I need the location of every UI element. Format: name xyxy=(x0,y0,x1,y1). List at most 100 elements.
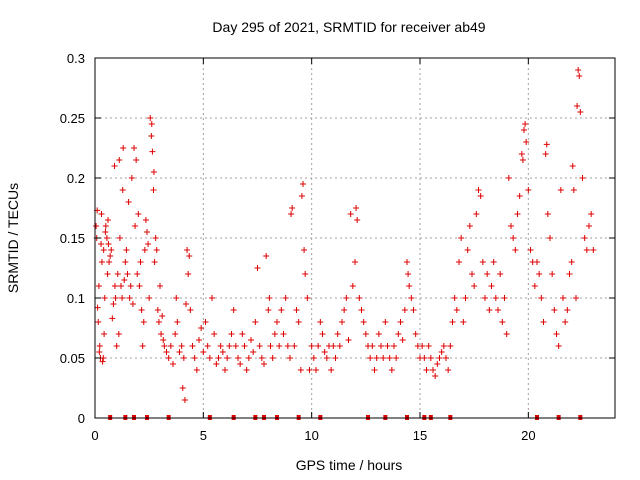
data-point xyxy=(160,337,167,343)
data-point xyxy=(354,217,361,223)
data-point xyxy=(119,295,126,301)
data-point xyxy=(151,259,158,265)
data-point xyxy=(153,247,160,253)
data-point xyxy=(112,295,119,301)
data-point xyxy=(451,295,458,301)
data-point xyxy=(96,349,103,355)
data-point xyxy=(531,283,538,289)
data-point xyxy=(135,211,142,217)
data-point xyxy=(98,259,105,265)
data-point xyxy=(395,331,402,337)
data-point xyxy=(104,271,111,277)
data-point xyxy=(406,283,413,289)
data-point xyxy=(321,349,328,355)
data-point xyxy=(367,355,374,361)
data-point xyxy=(538,295,545,301)
data-point xyxy=(471,283,478,289)
data-point xyxy=(96,343,103,349)
data-point xyxy=(269,355,276,361)
data-point xyxy=(544,211,551,217)
data-point xyxy=(189,343,196,349)
data-point xyxy=(488,283,495,289)
data-point xyxy=(258,355,265,361)
data-point xyxy=(128,175,135,181)
data-point xyxy=(453,307,460,313)
data-point xyxy=(297,367,304,373)
data-point xyxy=(353,205,360,211)
data-point xyxy=(107,253,114,259)
y-tick-label: 0.3 xyxy=(67,51,85,66)
data-point xyxy=(405,271,412,277)
data-point xyxy=(178,343,185,349)
data-point xyxy=(399,337,406,343)
y-tick-label: 0.25 xyxy=(60,111,85,126)
data-point xyxy=(122,259,129,265)
data-point xyxy=(93,223,100,229)
data-point xyxy=(516,193,523,199)
data-point xyxy=(256,343,263,349)
data-point xyxy=(551,307,558,313)
data-point xyxy=(115,331,122,337)
data-point xyxy=(146,295,153,301)
data-point xyxy=(187,307,194,313)
data-point xyxy=(134,271,141,277)
data-point xyxy=(120,145,127,151)
data-point xyxy=(298,193,305,199)
data-point xyxy=(108,247,115,253)
data-point xyxy=(358,307,365,313)
data-point xyxy=(300,181,306,187)
data-point xyxy=(362,331,369,337)
data-point xyxy=(349,283,356,289)
data-point xyxy=(138,307,145,313)
y-tick-label: 0.2 xyxy=(67,171,85,186)
data-point xyxy=(144,229,150,235)
data-point xyxy=(235,355,241,361)
data-point xyxy=(393,355,400,361)
data-point xyxy=(521,127,527,133)
data-point xyxy=(183,301,189,307)
data-point xyxy=(131,145,137,151)
data-point xyxy=(482,295,488,301)
data-point xyxy=(161,343,168,349)
data-point xyxy=(124,271,131,277)
data-point xyxy=(449,319,456,325)
data-point xyxy=(100,247,107,253)
data-point xyxy=(306,367,313,373)
data-point xyxy=(105,217,111,223)
data-point xyxy=(310,355,317,361)
data-point xyxy=(586,223,592,229)
x-tick-label: 10 xyxy=(304,428,318,443)
x-tick-label: 5 xyxy=(200,428,207,443)
data-point xyxy=(180,355,187,361)
data-point xyxy=(95,283,102,289)
data-point xyxy=(434,361,441,367)
data-point xyxy=(369,343,376,349)
data-point xyxy=(136,283,143,289)
data-point xyxy=(430,367,436,373)
data-point xyxy=(492,295,499,301)
data-point xyxy=(209,295,215,301)
data-point xyxy=(501,295,508,301)
data-point xyxy=(98,241,105,247)
data-point xyxy=(125,199,132,205)
data-point xyxy=(158,331,165,337)
data-point xyxy=(573,295,579,301)
data-point xyxy=(243,367,250,373)
data-point xyxy=(150,187,157,193)
data-point xyxy=(191,355,198,361)
data-point xyxy=(423,367,430,373)
data-point xyxy=(302,271,309,277)
data-point xyxy=(490,259,497,265)
data-point xyxy=(215,355,222,361)
data-point xyxy=(142,217,149,223)
data-point xyxy=(241,343,248,349)
data-point xyxy=(219,349,226,355)
data-point xyxy=(198,325,205,331)
data-point xyxy=(287,355,293,361)
data-point xyxy=(276,343,283,349)
data-point xyxy=(510,235,517,241)
data-point xyxy=(140,319,147,325)
data-point xyxy=(129,301,136,307)
data-point xyxy=(295,319,302,325)
data-point xyxy=(588,211,595,217)
